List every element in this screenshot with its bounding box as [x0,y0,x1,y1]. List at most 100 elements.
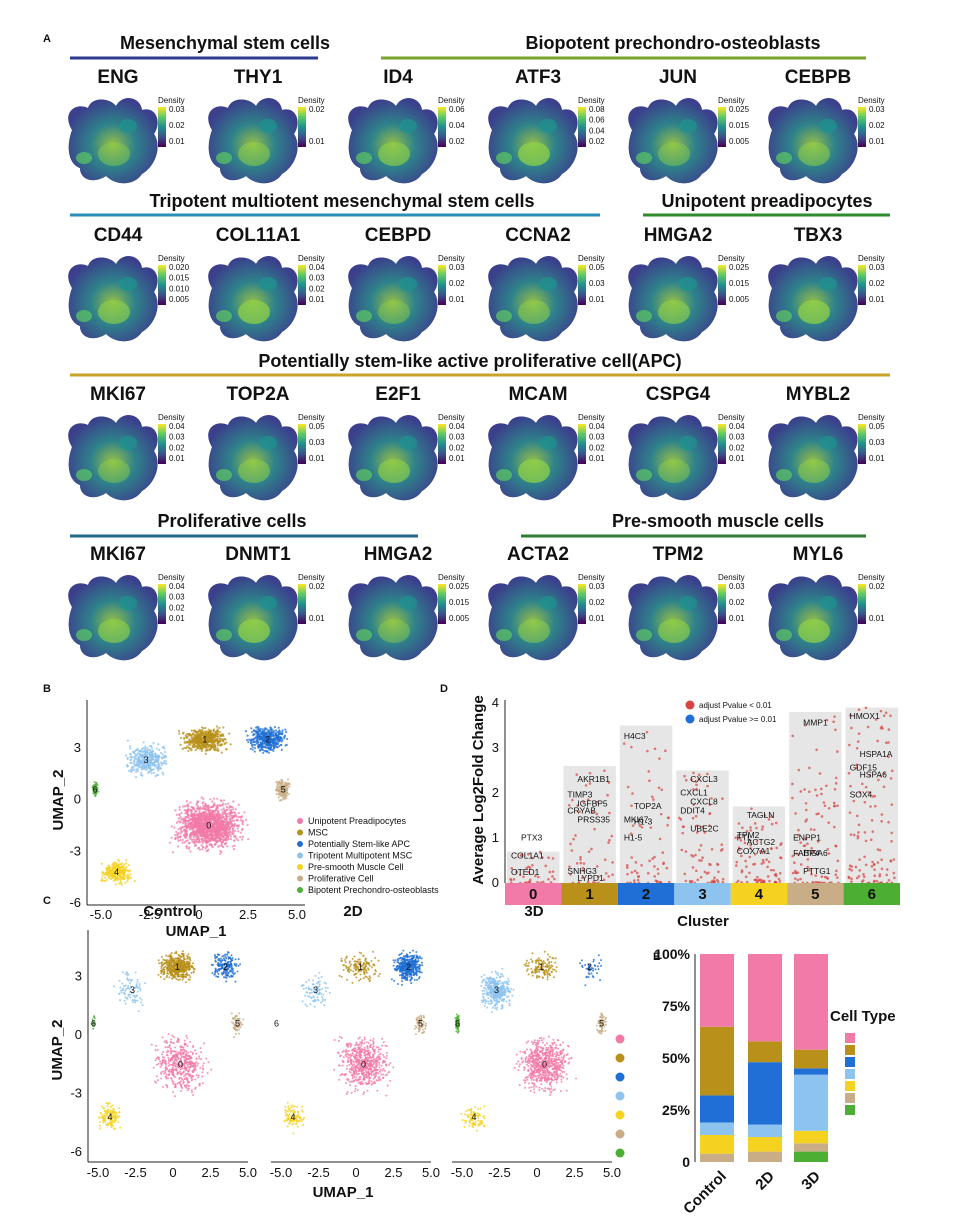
umap-point [228,811,231,814]
umap-point [178,1070,181,1073]
density-hotspot [539,436,557,450]
umap-point [207,746,210,749]
umap-point [145,765,149,768]
umap-point [179,816,182,819]
colorbar-tick: 0.02 [869,279,885,288]
colorbar-tick: 0.03 [169,593,185,602]
umap-point [215,812,219,815]
umap-point [199,1047,202,1050]
umap-point [276,746,279,749]
umap-point [224,834,227,837]
umap-point [193,736,197,739]
umap-point [99,1111,102,1114]
umap-point [216,730,219,733]
umap-point [229,743,232,746]
colorbar-tick: 0.01 [589,614,605,623]
umap-point [181,825,184,829]
umap-point [225,957,228,960]
umap-point [233,824,236,827]
umap-point [134,1001,137,1004]
umap-point [201,1071,204,1074]
umap-point [229,809,232,812]
umap-point [178,954,181,957]
umap-point [182,805,185,808]
gene-label: CSPG4 [646,384,711,405]
umap-point [105,1123,108,1126]
umap-point [286,787,289,791]
umap-point [129,752,132,756]
colorbar-gradient [578,584,586,624]
umap-point [133,751,136,755]
umap-point [201,830,204,833]
density-umap [208,415,298,501]
umap-point [224,826,227,829]
umap-point [187,1072,190,1075]
umap-density-fill [208,575,298,661]
umap-point [186,1079,189,1082]
umap-point [187,746,190,749]
legend-swatch [297,841,303,847]
umap-point [126,978,129,981]
umap-point [237,803,240,806]
umap-point [115,1112,118,1115]
umap-point [188,740,192,743]
colorbar-tick: 0.01 [169,137,185,146]
umap-point [115,1119,118,1122]
umap-point [168,1073,171,1076]
density-umap [348,415,438,501]
umap-point [144,751,147,754]
umap-point [177,839,180,842]
umap-point [188,1057,191,1060]
umap-point [150,747,153,750]
umap-point [124,973,127,976]
umap-point [110,872,114,876]
umap-point [120,884,123,887]
umap-point [179,1052,182,1055]
umap-point [229,835,233,838]
umap-point [220,734,223,737]
umap-point [183,1056,186,1059]
umap-point [166,1046,169,1049]
umap-point [103,1113,106,1116]
umap-point [231,832,234,836]
colorbar-tick: 0.01 [169,614,185,623]
umap-point [173,826,176,829]
umap-point [163,959,166,962]
umap-point [244,818,248,821]
umap-point [151,750,154,753]
umap-point [218,969,221,972]
density-hotspot [98,300,130,324]
umap-point [122,985,125,988]
colorbar-gradient [438,424,446,464]
umap-point [216,797,219,800]
umap-point [217,958,220,961]
umap-density-fill [68,575,158,661]
umap-point [105,872,108,875]
umap-point [196,734,199,737]
umap-point [228,818,231,821]
density-hotspot [496,469,512,481]
umap-point [185,1055,188,1058]
umap-point [190,749,193,752]
umap-point [222,802,225,805]
umap-point [151,764,154,767]
umap-point [189,815,192,818]
umap-point [208,738,211,742]
x-tick-label: 2.5 [201,1165,219,1180]
umap-point [174,1075,177,1078]
density-hotspot [539,277,557,291]
colorbar-tick: 0.02 [729,443,745,452]
density-umap [628,415,718,501]
group-title-unipotent: Unipotent preadipocytes [661,191,872,211]
umap-point [255,742,259,745]
umap-point [235,815,238,818]
umap-point [187,803,190,806]
density-hotspot [259,436,277,450]
umap-point [124,1002,127,1005]
panel-letter-d: D [440,683,448,695]
density-hotspot [119,277,137,291]
